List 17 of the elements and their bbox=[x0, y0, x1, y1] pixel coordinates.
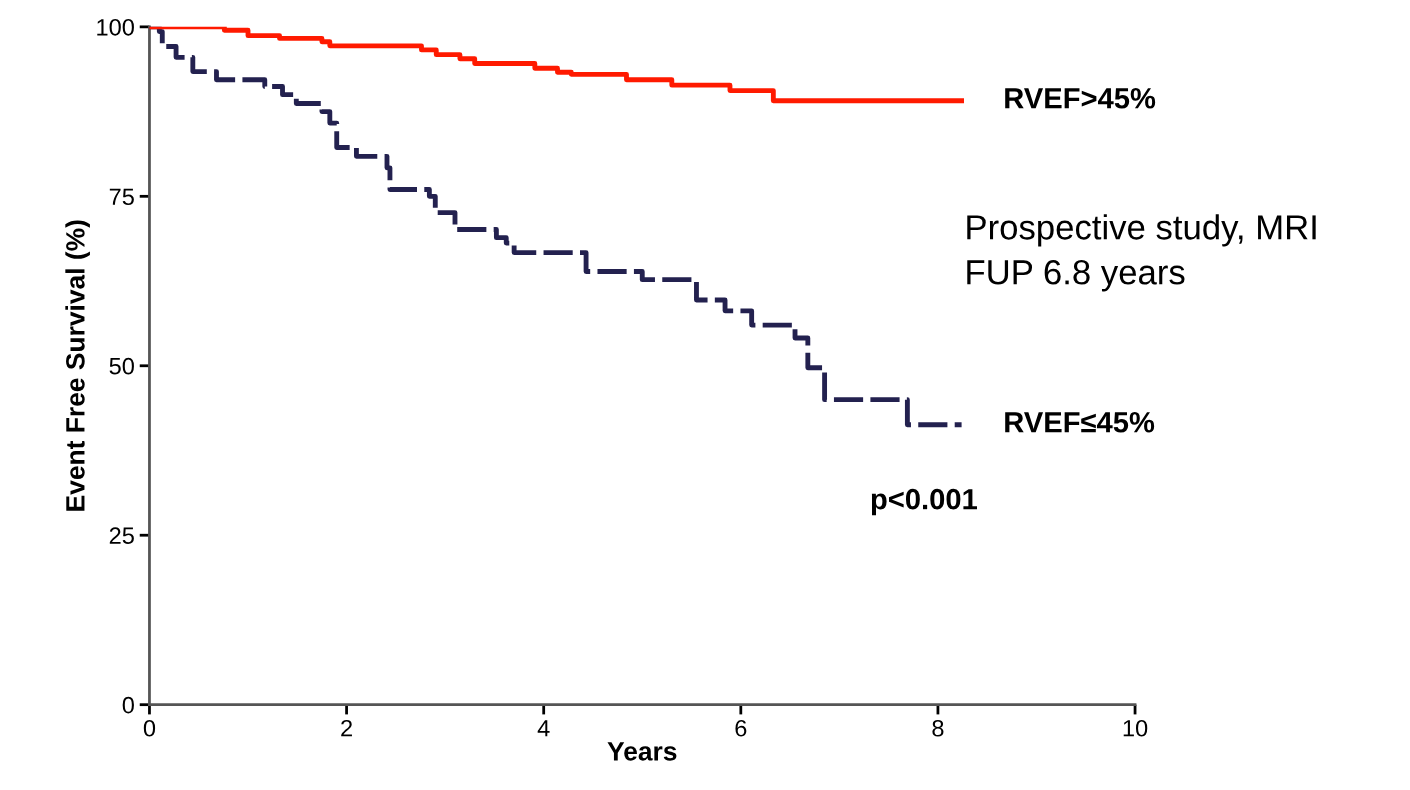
x-tick-label: 8 bbox=[932, 719, 944, 737]
x-tick-label: 2 bbox=[341, 719, 352, 737]
y-tick-label: 75 bbox=[109, 188, 134, 206]
x-tick-label: 6 bbox=[735, 719, 747, 737]
y-tick-label: 0 bbox=[122, 696, 134, 714]
y-axis-title: Event Free Survival (%) bbox=[65, 220, 90, 511]
y-tick-label: 50 bbox=[109, 357, 134, 375]
y-tick-label: 100 bbox=[97, 18, 134, 36]
y-tick-label: 25 bbox=[109, 527, 134, 545]
x-tick-label: 10 bbox=[1123, 719, 1148, 737]
annotation: Prospective study, MRI FUP 6.8 years bbox=[967, 214, 1316, 292]
x-tick-label: 0 bbox=[143, 719, 156, 737]
x-axis-title: Years bbox=[607, 742, 677, 761]
annotation: p<0.001 bbox=[871, 488, 977, 516]
x-tick-label: 4 bbox=[537, 720, 550, 737]
series-label: RVEF≤45% bbox=[1005, 411, 1155, 433]
series-label: RVEF>45% bbox=[1005, 87, 1156, 109]
